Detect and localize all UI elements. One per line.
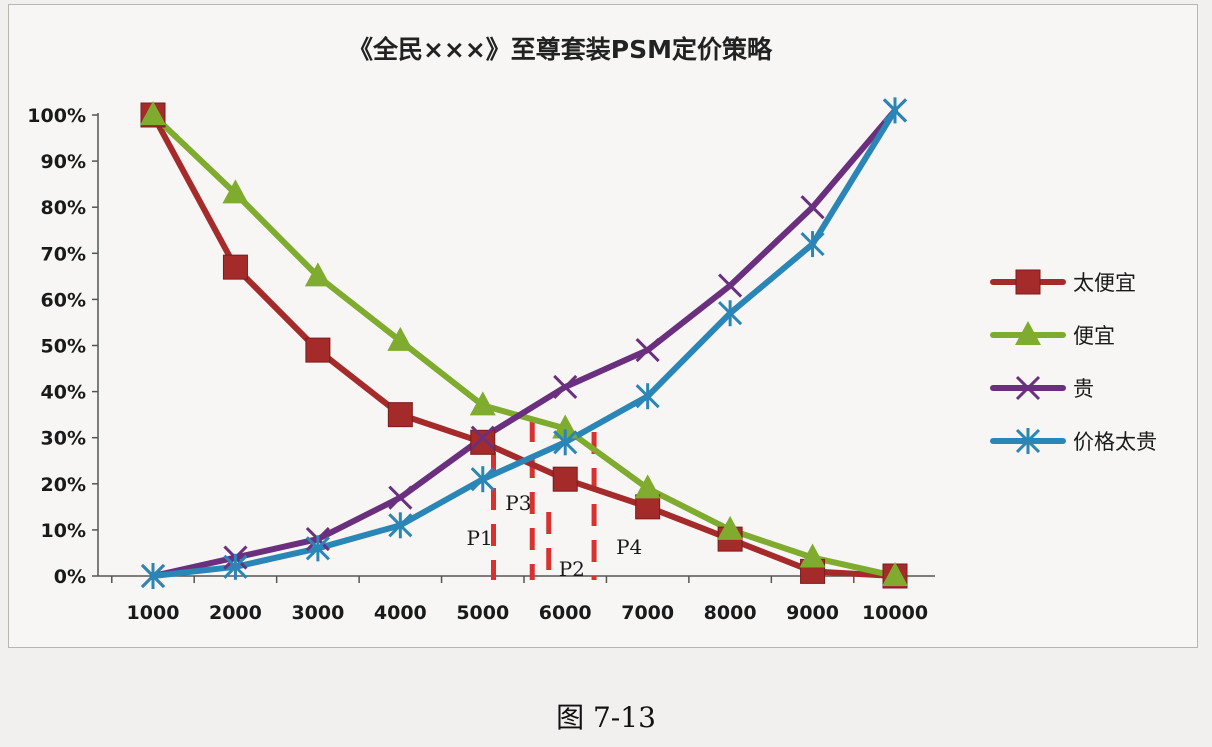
y-tick-label: 20% <box>41 474 86 496</box>
legend-label: 价格太贵 <box>1073 430 1157 454</box>
data-point-series-3 <box>718 273 743 298</box>
y-tick-label: 0% <box>54 566 86 588</box>
data-point-series-4 <box>470 466 495 493</box>
data-point-series-1 <box>387 402 413 428</box>
data-point-series-4 <box>305 535 330 562</box>
price-point-label-p4: P4 <box>616 535 642 559</box>
legend-item-4: 价格太贵 <box>990 428 1157 454</box>
data-point-series-2 <box>552 414 579 439</box>
legend-label: 太便宜 <box>1073 271 1136 295</box>
chart-frame <box>8 4 1198 648</box>
legend-label: 贵 <box>1073 377 1094 401</box>
legend-label: 便宜 <box>1073 324 1115 348</box>
data-point-series-2 <box>222 179 249 204</box>
legend-item-3: 贵 <box>990 375 1094 401</box>
y-tick-label: 40% <box>41 382 86 404</box>
x-tick-label: 9000 <box>786 602 839 624</box>
series-line-4 <box>150 107 898 579</box>
legend-item-2: 便宜 <box>990 321 1115 348</box>
data-point-series-4 <box>553 429 578 456</box>
y-tick-label: 100% <box>27 105 86 127</box>
series-line-3 <box>150 107 898 579</box>
data-point-series-1 <box>470 429 496 455</box>
legend-swatch-marker <box>1015 321 1041 345</box>
data-point-series-1 <box>305 337 331 363</box>
y-tick-label: 70% <box>41 243 86 265</box>
x-tick-label: 10000 <box>862 602 928 624</box>
data-point-series-4 <box>388 512 413 539</box>
x-tick-label: 7000 <box>621 602 674 624</box>
y-tick-label: 50% <box>41 336 86 358</box>
x-tick-label: 5000 <box>456 602 509 624</box>
data-point-series-2 <box>469 391 496 416</box>
data-point-series-1 <box>222 254 248 280</box>
data-point-series-1 <box>552 466 578 492</box>
price-point-label-p2: P2 <box>559 557 585 581</box>
data-point-series-2 <box>882 562 908 586</box>
data-point-series-2 <box>799 543 826 568</box>
legend-item-1: 太便宜 <box>990 269 1136 295</box>
data-point-series-4 <box>223 553 248 580</box>
x-tick-label: 3000 <box>291 602 344 624</box>
y-tick-label: 80% <box>41 197 86 219</box>
y-tick-label: 30% <box>41 428 86 450</box>
data-point-series-2 <box>140 101 166 125</box>
y-tick-label: 60% <box>41 289 86 311</box>
price-point-label-p3: P3 <box>505 491 531 515</box>
data-point-series-4 <box>140 563 166 589</box>
x-tick-label: 2000 <box>209 602 262 624</box>
legend-swatch-marker <box>1015 428 1041 454</box>
data-point-series-3 <box>800 195 825 220</box>
chart-title: 《全民×××》至尊套装PSM定价策略 <box>348 35 773 64</box>
series-line-2 <box>150 112 898 579</box>
y-tick-label: 10% <box>41 520 86 542</box>
legend-swatch-marker <box>1015 269 1041 295</box>
x-tick-label: 1000 <box>127 602 180 624</box>
x-tick-label: 6000 <box>539 602 592 624</box>
data-point-series-2 <box>717 515 744 540</box>
data-point-series-1 <box>635 494 661 520</box>
data-point-series-4 <box>800 231 825 258</box>
x-tick-label: 4000 <box>374 602 427 624</box>
data-point-series-4 <box>718 300 743 327</box>
price-point-label-p1: P1 <box>466 526 492 550</box>
data-point-series-3 <box>635 338 660 363</box>
data-point-series-4 <box>635 383 660 410</box>
data-point-series-3 <box>553 374 578 400</box>
x-tick-label: 8000 <box>704 602 757 624</box>
legend-swatch-marker <box>1015 375 1041 401</box>
y-tick-label: 90% <box>41 151 86 173</box>
data-point-series-4 <box>882 97 908 124</box>
data-point-series-3 <box>470 425 495 450</box>
data-point-series-3 <box>388 485 413 510</box>
data-point-series-2 <box>634 474 661 499</box>
figure-caption: 图 7-13 <box>556 701 656 734</box>
psm-line-chart: 《全民×××》至尊套装PSM定价策略 0% 10% 20% 30% 40% 50% 60% 7… <box>27 35 1157 624</box>
data-point-series-2 <box>304 262 331 287</box>
data-point-series-2 <box>387 326 414 351</box>
